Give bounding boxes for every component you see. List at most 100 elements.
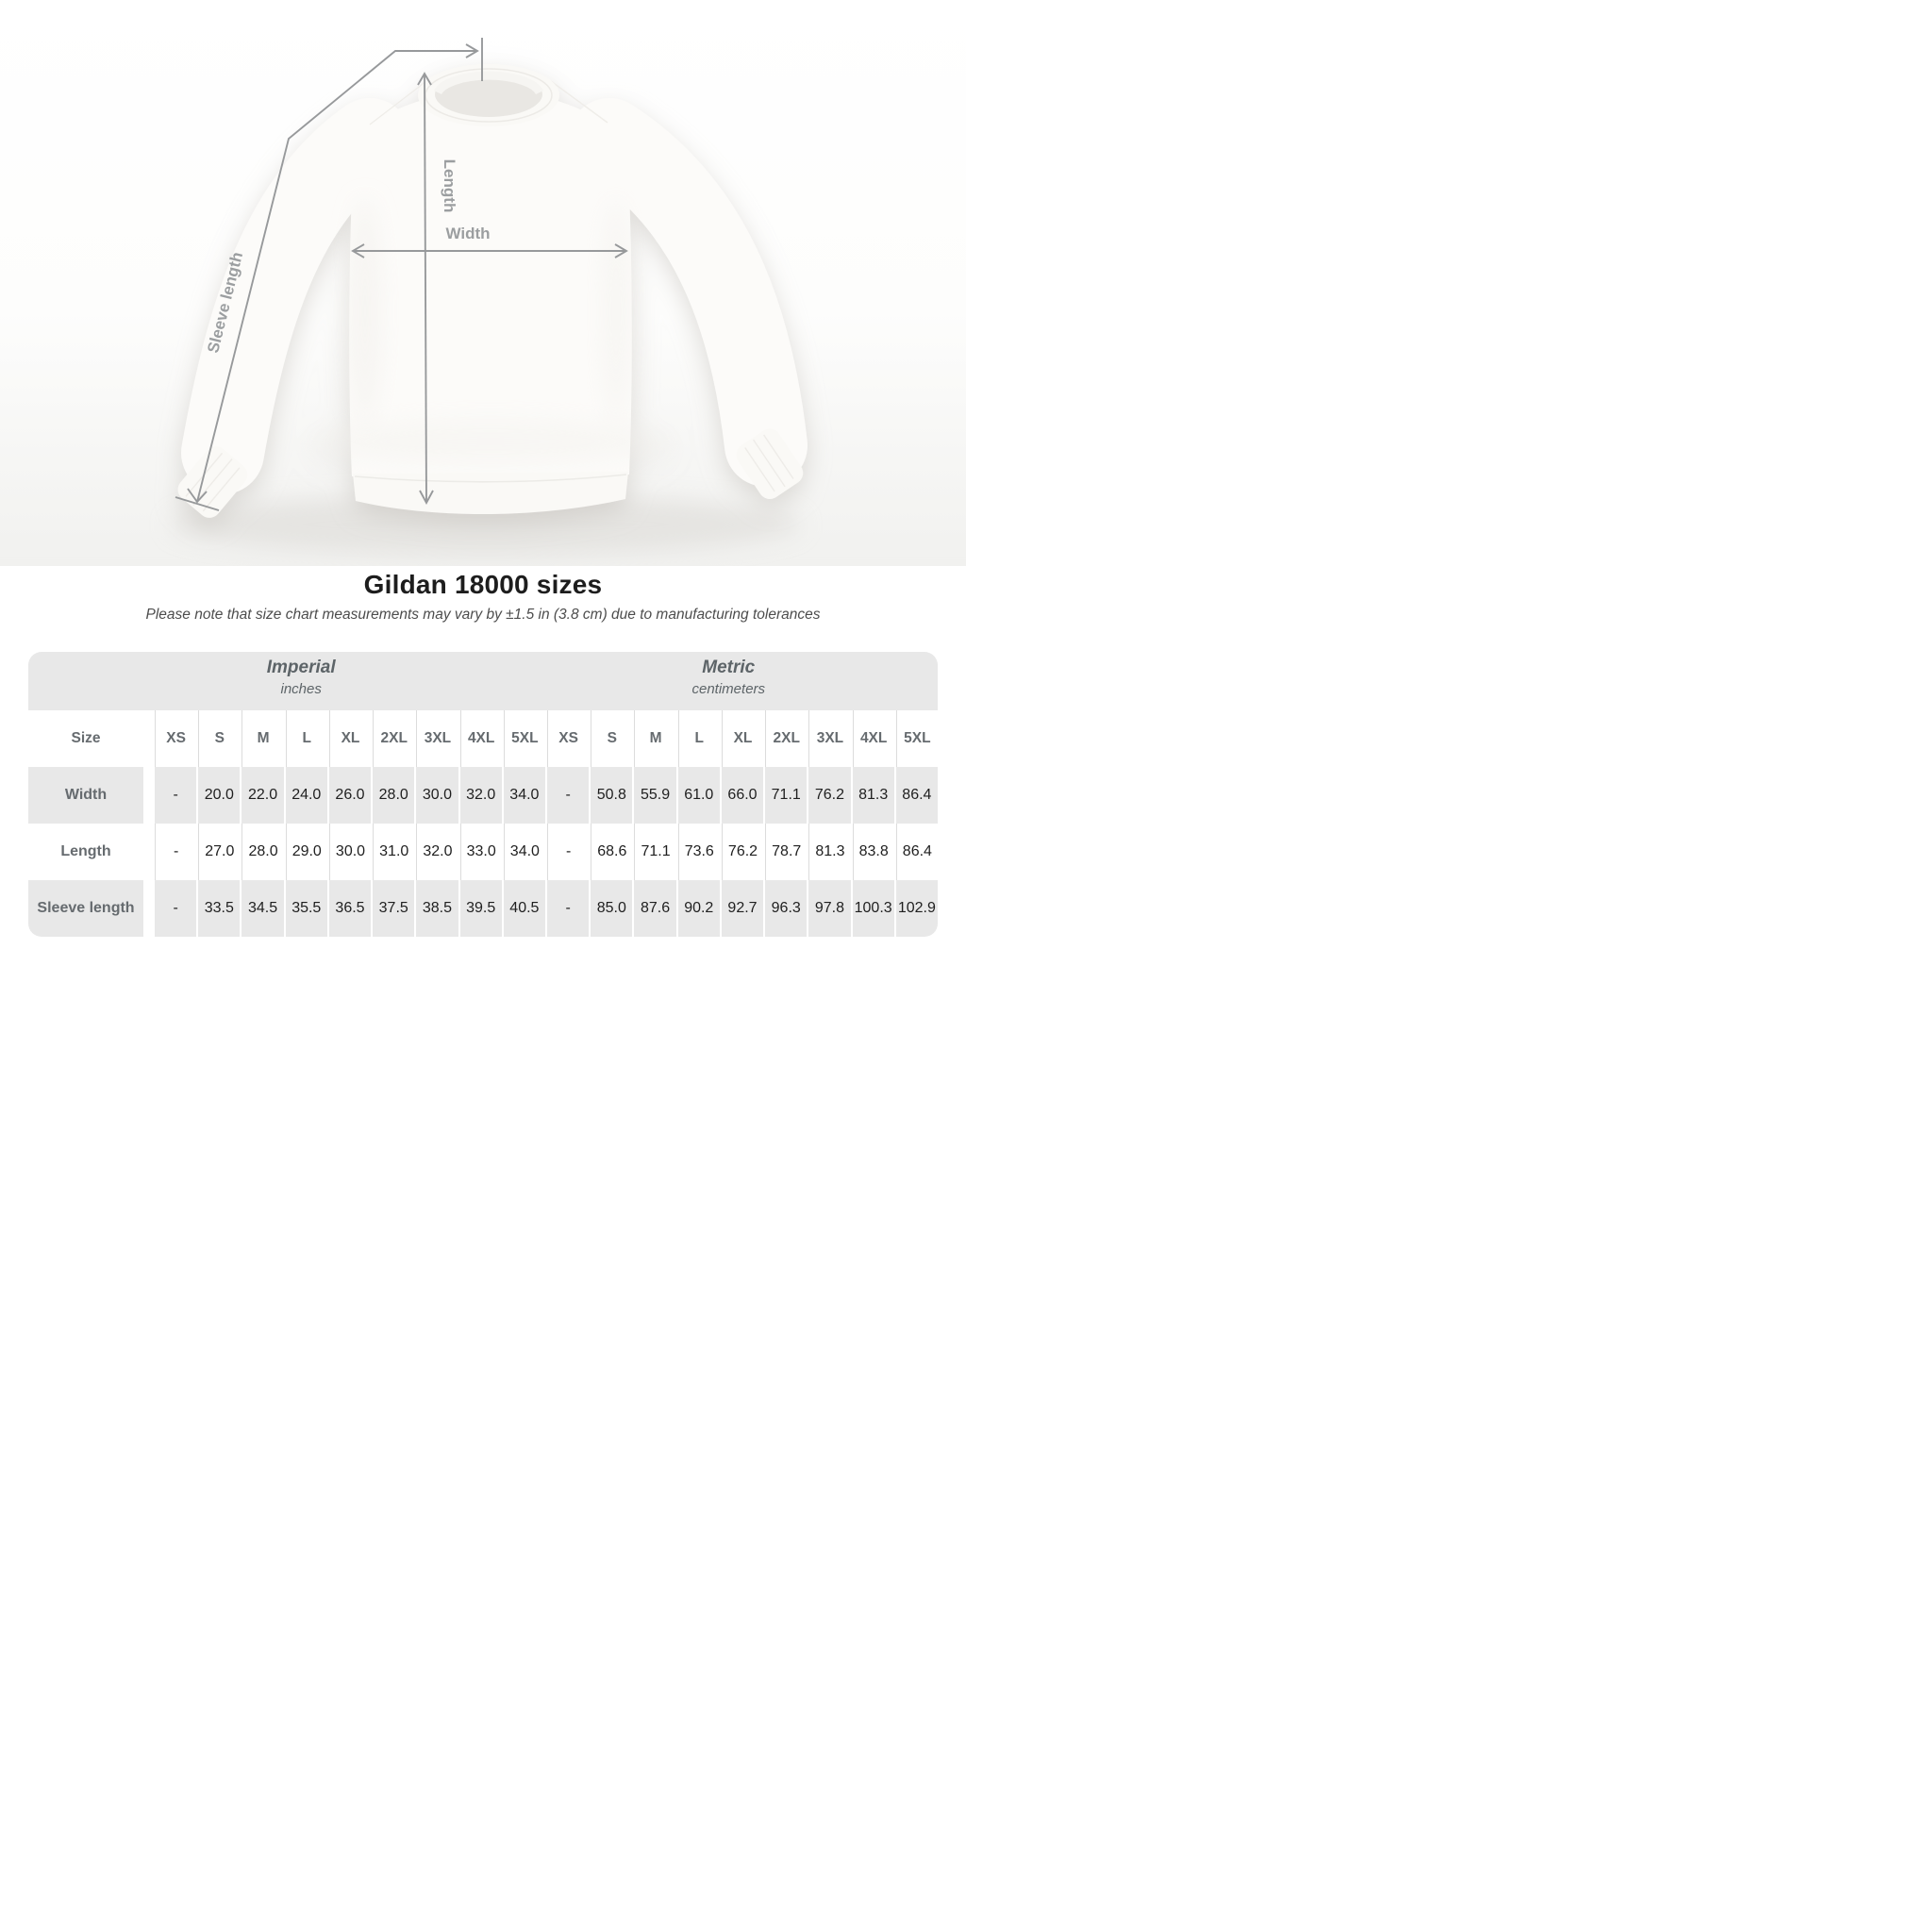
- width-label: Width: [445, 225, 490, 242]
- table-cell: 33.0: [459, 824, 502, 880]
- table-cell: -: [546, 767, 590, 824]
- table-cell: 73.6: [677, 824, 720, 880]
- row-label: Width: [28, 767, 143, 824]
- measurement-overlay: [175, 38, 628, 511]
- size-col-header: 5XL: [895, 710, 938, 767]
- table-cell: -: [546, 824, 589, 880]
- table-cell: 78.7: [765, 824, 807, 880]
- table-row: Length -27.0 28.0 29.0 30.0 31.0 32.0 33.0 34.0-…: [28, 824, 938, 880]
- table-cell: 55.9: [634, 767, 676, 824]
- table-cell: 32.0: [459, 767, 502, 824]
- table-cell: 83.8: [852, 824, 894, 880]
- table-cell: -: [155, 880, 197, 937]
- metric-unit: centimeters: [691, 681, 766, 697]
- size-col-header: 3XL: [416, 710, 458, 767]
- table-cell: 66.0: [721, 767, 764, 824]
- size-col-header: 3XL: [808, 710, 850, 767]
- size-col-header: 4XL: [459, 710, 502, 767]
- table-cell: 40.5: [503, 880, 545, 937]
- table-cell: -: [155, 767, 197, 824]
- length-label: Length: [441, 159, 458, 213]
- size-col-header: XS: [155, 710, 196, 767]
- row-label: Length: [60, 843, 111, 859]
- sweatshirt-diagram: Length Width Sleeve length: [0, 0, 966, 566]
- size-col-header: 4XL: [852, 710, 894, 767]
- table-cell: 34.0: [503, 824, 545, 880]
- table-cell: 29.0: [285, 824, 327, 880]
- table-cell: 92.7: [721, 880, 764, 937]
- table-cell: 34.5: [242, 880, 284, 937]
- table-cell: 30.0: [416, 767, 458, 824]
- table-cell: -: [155, 824, 196, 880]
- size-guide-page: Length Width Sleeve length Gildan 18000 …: [0, 0, 966, 966]
- hem-band: [353, 472, 628, 515]
- tolerance-note: Please note that size chart measurements…: [145, 607, 821, 623]
- table-cell: 27.0: [198, 824, 240, 880]
- width-arrow: [351, 243, 628, 258]
- table-cell: 61.0: [677, 767, 720, 824]
- size-col-header: L: [285, 710, 327, 767]
- size-col-header: XS: [546, 710, 589, 767]
- size-col-header: S: [591, 710, 632, 767]
- table-cell: 90.2: [677, 880, 720, 937]
- table-row: Sleeve length -33.5 34.5 35.5 36.5 37.5 38.5 39…: [28, 880, 938, 937]
- size-col-header: M: [242, 710, 283, 767]
- left-sleeve: [181, 98, 411, 494]
- right-cuff: [736, 428, 804, 500]
- table-cell: 30.0: [328, 824, 371, 880]
- collar: [418, 64, 559, 126]
- table-cell: 71.1: [634, 824, 675, 880]
- size-column-header: Size: [71, 730, 101, 746]
- table-row: Width -20.0 22.0 24.0 26.0 28.0 30.0 32.0 34.0-5…: [28, 767, 938, 824]
- shading-left: [350, 198, 380, 425]
- unit-group-metric: Metric centimeters: [692, 658, 766, 697]
- table-cell: 22.0: [242, 767, 284, 824]
- table-cell: 38.5: [416, 880, 458, 937]
- table-cell: 37.5: [373, 880, 415, 937]
- table-cell: 76.2: [721, 824, 763, 880]
- table-cell: 102.9: [895, 880, 938, 937]
- table-cell: 32.0: [416, 824, 458, 880]
- table-cell: 33.5: [198, 880, 241, 937]
- hem-seam: [354, 474, 627, 483]
- size-col-header: XL: [721, 710, 763, 767]
- imperial-unit: inches: [280, 681, 322, 697]
- table-cell: 31.0: [373, 824, 414, 880]
- metric-heading: Metric: [702, 658, 756, 677]
- table-cell: 86.4: [895, 824, 938, 880]
- table-cell: 24.0: [285, 767, 327, 824]
- body: [349, 92, 632, 476]
- table-cell: 96.3: [765, 880, 808, 937]
- sleeve-length-arrow: [175, 38, 483, 511]
- table-cell: 50.8: [591, 767, 633, 824]
- size-col-header: L: [677, 710, 720, 767]
- table-cell: 87.6: [634, 880, 676, 937]
- table-cell: 81.3: [808, 824, 850, 880]
- table-cell: 28.0: [242, 824, 283, 880]
- right-sleeve: [568, 98, 808, 487]
- table-cell: 34.0: [503, 767, 545, 824]
- table-cell: 71.1: [765, 767, 808, 824]
- page-title: Gildan 18000 sizes: [363, 570, 603, 599]
- unit-band: Imperial inches Metric centimeters: [28, 652, 938, 710]
- row-label: Sleeve length: [28, 880, 143, 937]
- length-arrow: [417, 72, 434, 506]
- unit-group-imperial: Imperial inches: [267, 658, 336, 697]
- table-row: Size XS S M L XL 2XL 3XL 4XL 5XL XS S M L XL 2XL 3XL 4XL 5…: [28, 710, 938, 767]
- table-cell: -: [546, 880, 590, 937]
- shading-hem: [311, 419, 670, 464]
- size-col-header: 2XL: [765, 710, 807, 767]
- table-cell: 20.0: [198, 767, 241, 824]
- table-cell: 39.5: [459, 880, 502, 937]
- table-cell: 35.5: [285, 880, 327, 937]
- table-cell: 28.0: [373, 767, 415, 824]
- size-col-header: S: [198, 710, 240, 767]
- table-cell: 86.4: [895, 767, 938, 824]
- table-cell: 36.5: [328, 880, 372, 937]
- size-col-header: 2XL: [373, 710, 414, 767]
- table-cell: 68.6: [591, 824, 632, 880]
- table-cell: 76.2: [808, 767, 851, 824]
- table-cell: 85.0: [591, 880, 633, 937]
- size-col-header: 5XL: [503, 710, 545, 767]
- size-col-header: M: [634, 710, 675, 767]
